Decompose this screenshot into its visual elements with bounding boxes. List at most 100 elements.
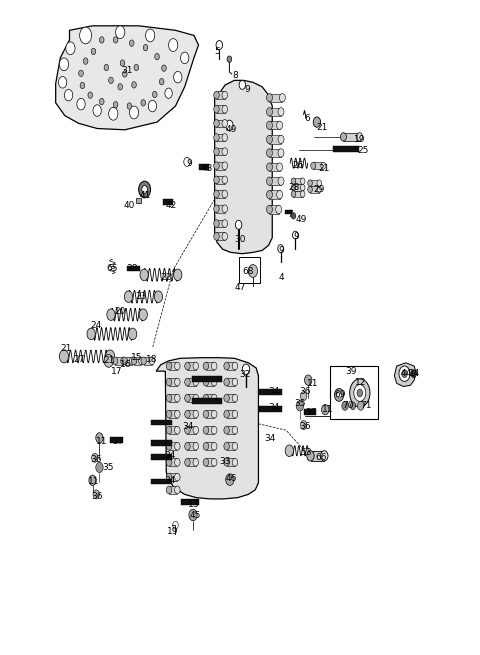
Ellipse shape <box>131 357 137 365</box>
Bar <box>227 362 235 370</box>
Bar <box>293 191 303 197</box>
Circle shape <box>84 58 88 64</box>
Ellipse shape <box>175 426 180 434</box>
Ellipse shape <box>130 357 135 365</box>
Bar <box>216 233 225 240</box>
Circle shape <box>113 102 118 108</box>
Text: 49: 49 <box>225 125 237 134</box>
Bar <box>169 442 177 450</box>
Circle shape <box>127 103 132 109</box>
Ellipse shape <box>166 473 172 481</box>
Bar <box>216 176 225 183</box>
Text: 25: 25 <box>358 147 369 155</box>
Ellipse shape <box>175 473 180 481</box>
Text: 32: 32 <box>239 370 250 379</box>
Bar <box>227 426 235 434</box>
Text: 19: 19 <box>167 527 178 536</box>
Ellipse shape <box>203 394 209 402</box>
Text: 29: 29 <box>313 185 325 194</box>
Ellipse shape <box>266 94 273 102</box>
Ellipse shape <box>291 191 296 197</box>
Circle shape <box>342 402 348 410</box>
Ellipse shape <box>214 219 219 227</box>
Text: 24: 24 <box>91 321 102 330</box>
Ellipse shape <box>222 148 228 155</box>
Circle shape <box>116 26 125 39</box>
Text: 36: 36 <box>91 492 103 501</box>
Ellipse shape <box>222 134 228 141</box>
Bar <box>269 177 281 185</box>
Text: 26: 26 <box>292 161 303 170</box>
Bar <box>192 398 222 404</box>
Circle shape <box>291 213 296 219</box>
Ellipse shape <box>211 378 217 386</box>
Polygon shape <box>156 358 258 499</box>
Circle shape <box>162 65 166 71</box>
Text: 49: 49 <box>296 215 307 224</box>
Ellipse shape <box>266 107 273 116</box>
Bar <box>259 389 282 394</box>
Bar <box>169 378 177 386</box>
Ellipse shape <box>193 378 199 386</box>
Ellipse shape <box>291 178 296 184</box>
Circle shape <box>132 82 136 88</box>
Bar <box>163 199 173 205</box>
Ellipse shape <box>224 442 229 450</box>
Ellipse shape <box>175 378 180 386</box>
Bar <box>227 442 235 450</box>
Text: 5: 5 <box>214 47 220 56</box>
Ellipse shape <box>321 162 326 169</box>
Text: 37: 37 <box>112 438 124 446</box>
Circle shape <box>96 433 103 443</box>
Ellipse shape <box>214 148 219 155</box>
Ellipse shape <box>211 394 217 402</box>
Ellipse shape <box>224 362 229 370</box>
Circle shape <box>189 509 197 521</box>
Ellipse shape <box>214 134 219 141</box>
Circle shape <box>120 60 125 66</box>
Circle shape <box>108 107 118 120</box>
Circle shape <box>79 70 84 77</box>
Text: 34: 34 <box>268 387 279 396</box>
Bar <box>206 426 214 434</box>
Text: 36: 36 <box>300 387 311 396</box>
Ellipse shape <box>222 233 228 240</box>
Text: 66: 66 <box>316 453 327 462</box>
Ellipse shape <box>222 176 228 183</box>
Bar <box>216 119 225 127</box>
Circle shape <box>411 370 417 377</box>
Circle shape <box>142 185 147 193</box>
Ellipse shape <box>232 362 238 370</box>
Circle shape <box>92 453 98 462</box>
Circle shape <box>313 117 321 127</box>
Bar <box>169 410 177 418</box>
Bar <box>151 440 172 446</box>
Ellipse shape <box>214 205 219 213</box>
Circle shape <box>80 83 84 88</box>
Bar <box>216 190 225 198</box>
Circle shape <box>227 56 232 62</box>
Circle shape <box>184 157 190 166</box>
Ellipse shape <box>203 362 209 370</box>
Ellipse shape <box>211 458 217 466</box>
Bar <box>206 362 214 370</box>
Bar <box>169 426 177 434</box>
Text: 14: 14 <box>408 369 420 378</box>
Circle shape <box>165 88 172 98</box>
Circle shape <box>80 27 92 44</box>
Circle shape <box>357 389 362 397</box>
Circle shape <box>278 245 283 252</box>
Text: 34: 34 <box>264 434 276 443</box>
Bar <box>239 257 260 282</box>
Ellipse shape <box>214 162 219 170</box>
Ellipse shape <box>175 394 180 402</box>
Circle shape <box>93 490 99 499</box>
Ellipse shape <box>222 119 228 127</box>
Circle shape <box>96 462 103 472</box>
Text: 27: 27 <box>73 355 84 364</box>
Bar <box>293 184 303 191</box>
Bar <box>311 451 324 461</box>
Polygon shape <box>395 363 416 386</box>
Ellipse shape <box>222 105 228 113</box>
Text: 38: 38 <box>126 264 137 273</box>
